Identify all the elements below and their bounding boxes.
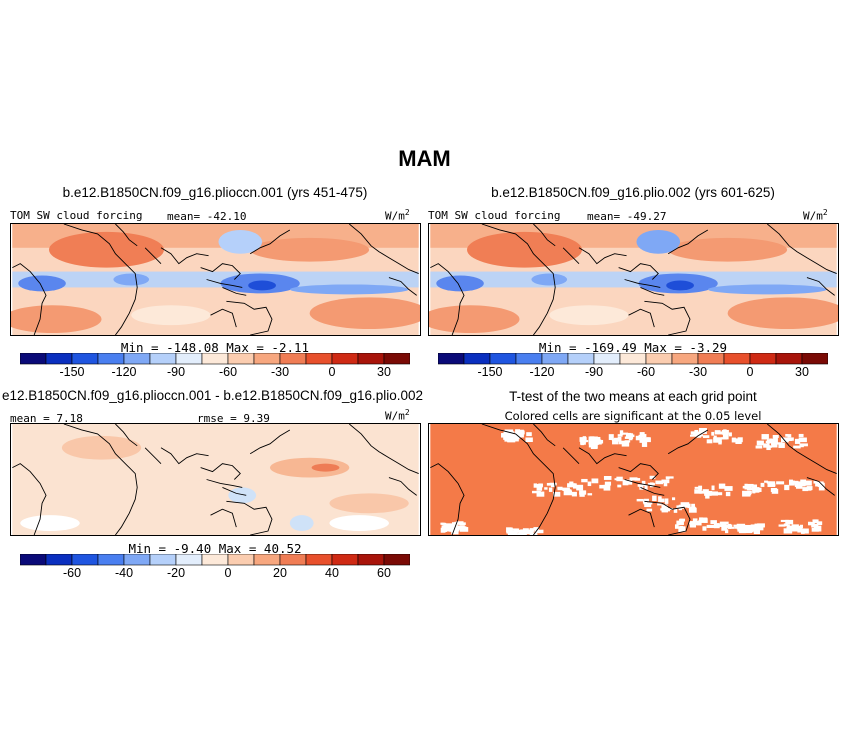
colorbar-swatch	[20, 554, 47, 566]
colorbar-swatch	[383, 554, 410, 566]
colorbar-swatch	[357, 554, 385, 566]
colorbar-swatch	[801, 353, 828, 365]
colorbar-swatch	[227, 353, 255, 365]
panel3-minmax: Min = -9.40 Max = 40.52	[128, 541, 302, 556]
panel1-tick: 30	[377, 365, 391, 379]
colorbar-swatch	[723, 353, 751, 365]
panel2-variable: TOM SW cloud forcing	[428, 209, 561, 222]
panel3-mean: mean = 7.18	[10, 412, 83, 425]
panel3-colorbar	[20, 554, 410, 566]
panel1-tick: -90	[166, 365, 186, 379]
colorbar-swatch	[149, 353, 177, 365]
colorbar-swatch	[775, 353, 803, 365]
panel1-tick: -60	[218, 365, 238, 379]
colorbar-swatch	[123, 554, 151, 566]
panel3-rmse: rmse = 9.39	[197, 412, 270, 425]
panel1-tick: 0	[328, 365, 336, 379]
colorbar-swatch	[201, 353, 229, 365]
colorbar-swatch	[175, 353, 203, 365]
colorbar-swatch	[541, 353, 569, 365]
colorbar-swatch	[175, 554, 203, 566]
colorbar-swatch	[515, 353, 543, 365]
panel4-title: T-test of the two means at each grid poi…	[509, 389, 757, 404]
panel3-tick: 0	[224, 566, 232, 580]
panel3-title: e12.B1850CN.f09_g16.plioccn.001 - b.e12.…	[2, 388, 424, 403]
panel3-tick: -20	[166, 566, 186, 580]
colorbar-swatch	[20, 353, 47, 365]
panel2-tick: -120	[529, 365, 555, 379]
colorbar-swatch	[438, 353, 465, 365]
colorbar-swatch	[331, 353, 359, 365]
panel2-title: b.e12.B1850CN.f09_g16.plio.002 (yrs 601-…	[491, 185, 775, 200]
panel1-map	[10, 223, 421, 336]
colorbar-swatch	[253, 353, 281, 365]
colorbar-swatch	[45, 554, 73, 566]
panel1-minmax: Min = -148.08 Max = -2.11	[120, 340, 310, 355]
panel3-tick: 20	[273, 566, 287, 580]
panel2-tick: -30	[688, 365, 708, 379]
panel1-tick: -150	[59, 365, 85, 379]
panel3-tick: 40	[325, 566, 339, 580]
panel2-mean: mean= -49.27	[587, 210, 667, 223]
panel3-units: W/m2	[385, 408, 410, 423]
panel2-colorbar	[438, 353, 828, 365]
panel4-map	[428, 423, 839, 536]
colorbar-swatch	[383, 353, 410, 365]
colorbar-swatch	[71, 554, 99, 566]
colorbar-swatch	[671, 353, 699, 365]
panel3-tick: 60	[377, 566, 391, 580]
colorbar-swatch	[97, 554, 125, 566]
colorbar-swatch	[123, 353, 151, 365]
colorbar-swatch	[279, 353, 307, 365]
main-title: MAM	[398, 146, 451, 171]
colorbar-swatch	[305, 554, 333, 566]
colorbar-swatch	[305, 353, 333, 365]
panel4-subtitle: Colored cells are significant at the 0.0…	[504, 409, 762, 423]
panel1-title: b.e12.B1850CN.f09_g16.plioccn.001 (yrs 4…	[62, 185, 368, 200]
colorbar-swatch	[645, 353, 673, 365]
colorbar-swatch	[97, 353, 125, 365]
colorbar-swatch	[279, 554, 307, 566]
panel2-tick: -90	[584, 365, 604, 379]
colorbar-swatch	[357, 353, 385, 365]
panel2-map	[428, 223, 839, 336]
colorbar-swatch	[697, 353, 725, 365]
colorbar-swatch	[489, 353, 517, 365]
colorbar-swatch	[593, 353, 621, 365]
panel2-minmax: Min = -169.49 Max = -3.29	[538, 340, 728, 355]
panel2-tick: 0	[746, 365, 754, 379]
colorbar-swatch	[71, 353, 99, 365]
panel3-map	[10, 423, 421, 536]
colorbar-swatch	[149, 554, 177, 566]
colorbar-swatch	[749, 353, 777, 365]
panel1-tick: -120	[111, 365, 137, 379]
panel1-mean: mean= -42.10	[167, 210, 247, 223]
colorbar-swatch	[253, 554, 281, 566]
colorbar-swatch	[201, 554, 229, 566]
panel1-tick: -30	[270, 365, 290, 379]
panel2-units: W/m2	[803, 208, 828, 223]
colorbar-swatch	[227, 554, 255, 566]
panel1-units: W/m2	[385, 208, 410, 223]
panel3-tick: -40	[114, 566, 134, 580]
colorbar-swatch	[619, 353, 647, 365]
panel2-tick: -60	[636, 365, 656, 379]
colorbar-swatch	[45, 353, 73, 365]
panel3-tick: -60	[62, 566, 82, 580]
panel1-variable: TOM SW cloud forcing	[10, 209, 143, 222]
panel2-tick: -150	[477, 365, 503, 379]
colorbar-swatch	[567, 353, 595, 365]
colorbar-swatch	[331, 554, 359, 566]
colorbar-swatch	[463, 353, 491, 365]
panel2-tick: 30	[795, 365, 809, 379]
panel1-colorbar	[20, 353, 410, 365]
